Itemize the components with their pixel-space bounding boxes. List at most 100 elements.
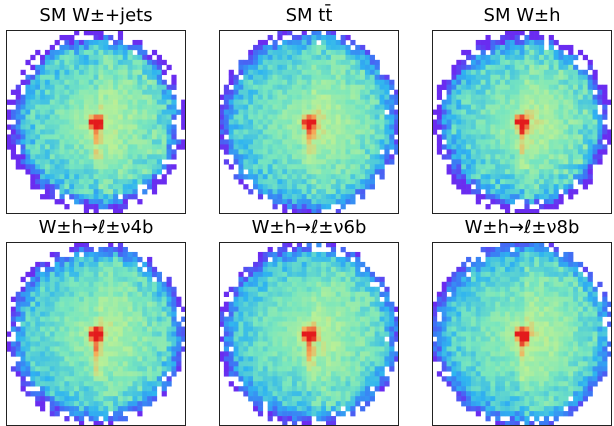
heatmap-cell — [15, 164, 21, 170]
heatmap-cell — [108, 366, 114, 372]
heatmap-cell — [509, 114, 515, 120]
heatmap-cell — [355, 276, 361, 283]
heatmap-cell — [311, 119, 317, 125]
heatmap-cell — [321, 301, 327, 307]
heatmap-cell — [151, 49, 158, 56]
heatmap-cell — [360, 99, 366, 105]
heatmap-cell — [108, 49, 114, 56]
heatmap-cell — [30, 381, 36, 387]
heatmap-cell — [267, 159, 273, 165]
heatmap-cell — [257, 311, 264, 317]
heatmap-cell — [267, 89, 273, 95]
heatmap-cell — [568, 149, 574, 155]
heatmap-cell — [117, 331, 124, 337]
heatmap-cell — [176, 346, 182, 352]
heatmap-cell — [30, 391, 36, 397]
heatmap-cell — [113, 94, 119, 100]
heatmap-cell — [15, 134, 21, 140]
heatmap-cell — [326, 144, 332, 150]
heatmap-cell — [539, 69, 545, 76]
heatmap-cell — [548, 104, 554, 110]
heatmap-cell — [548, 84, 554, 90]
heatmap-cell — [25, 361, 31, 367]
heatmap-cell — [548, 49, 554, 56]
heatmap-cell — [20, 139, 26, 145]
heatmap-cell — [485, 109, 491, 115]
heatmap-cell — [475, 199, 481, 205]
heatmap-cell — [582, 184, 588, 190]
heatmap-cell — [306, 301, 312, 307]
heatmap-cell — [475, 169, 481, 175]
heatmap-cell — [147, 174, 153, 180]
heatmap-cell — [147, 346, 153, 352]
heatmap-cell — [475, 89, 481, 95]
heatmap-cell — [301, 321, 307, 327]
heatmap-cell — [253, 381, 259, 387]
heatmap-cell — [568, 64, 574, 71]
heatmap-cell — [321, 89, 327, 95]
heatmap-cell — [103, 169, 109, 175]
heatmap-cell — [147, 401, 153, 407]
heatmap-cell — [88, 69, 94, 76]
heatmap-cell — [272, 371, 278, 377]
heatmap-cell — [44, 331, 51, 337]
heatmap-cell — [311, 376, 317, 382]
heatmap-cell — [475, 194, 481, 200]
heatmap-cell — [233, 316, 239, 322]
heatmap-cell — [132, 189, 138, 195]
heatmap-cell — [113, 401, 119, 407]
heatmap-cell — [171, 134, 177, 140]
heatmap-cell — [587, 129, 593, 135]
heatmap-cell — [64, 49, 70, 56]
heatmap-cell — [296, 371, 302, 377]
heatmap-cell — [519, 164, 525, 170]
heatmap-cell — [228, 381, 234, 387]
heatmap-cell — [248, 124, 254, 130]
heatmap-cell — [451, 174, 457, 180]
heatmap-cell — [335, 371, 341, 377]
heatmap-cell — [108, 149, 114, 155]
heatmap-cell — [287, 94, 293, 100]
heatmap-cell — [117, 30, 124, 36]
heatmap-cell — [69, 381, 75, 387]
heatmap-cell — [142, 109, 148, 115]
heatmap-cell — [25, 291, 31, 297]
heatmap-cell — [306, 416, 312, 422]
heatmap-cell — [127, 251, 133, 258]
heatmap-cell — [490, 144, 496, 150]
heatmap-cell — [277, 371, 283, 377]
heatmap-cell — [350, 251, 356, 258]
heatmap-cell — [602, 94, 608, 100]
heatmap-cell — [592, 129, 598, 135]
heatmap-cell — [311, 159, 317, 165]
heatmap-cell — [306, 184, 312, 190]
heatmap-cell — [602, 129, 608, 135]
heatmap-cell — [287, 119, 293, 125]
heatmap-cell — [127, 154, 133, 160]
heatmap-cell — [59, 391, 65, 397]
heatmap-cell — [117, 184, 124, 190]
heatmap-cell — [345, 34, 351, 41]
heatmap-cell — [539, 39, 545, 46]
heatmap-cell — [243, 139, 249, 145]
heatmap-cell — [44, 376, 51, 382]
heatmap-cell — [147, 94, 153, 100]
heatmap-cell — [340, 49, 346, 56]
heatmap-cell — [548, 114, 554, 120]
heatmap-cell — [345, 179, 351, 185]
heatmap-cell — [296, 242, 302, 248]
heatmap-cell — [54, 164, 60, 170]
heatmap-cell — [374, 119, 380, 125]
heatmap-cell — [59, 266, 65, 273]
heatmap-cell — [20, 306, 26, 312]
heatmap-cell — [156, 286, 162, 293]
heatmap-cell — [514, 154, 520, 160]
heatmap-cell — [262, 94, 268, 100]
heatmap-cell — [113, 326, 119, 332]
heatmap-cell — [64, 416, 70, 422]
heatmap-cell — [113, 251, 119, 258]
heatmap-cell — [83, 79, 89, 85]
heatmap-cell — [514, 184, 520, 190]
heatmap-cell — [534, 139, 540, 145]
heatmap-cell — [466, 134, 472, 140]
